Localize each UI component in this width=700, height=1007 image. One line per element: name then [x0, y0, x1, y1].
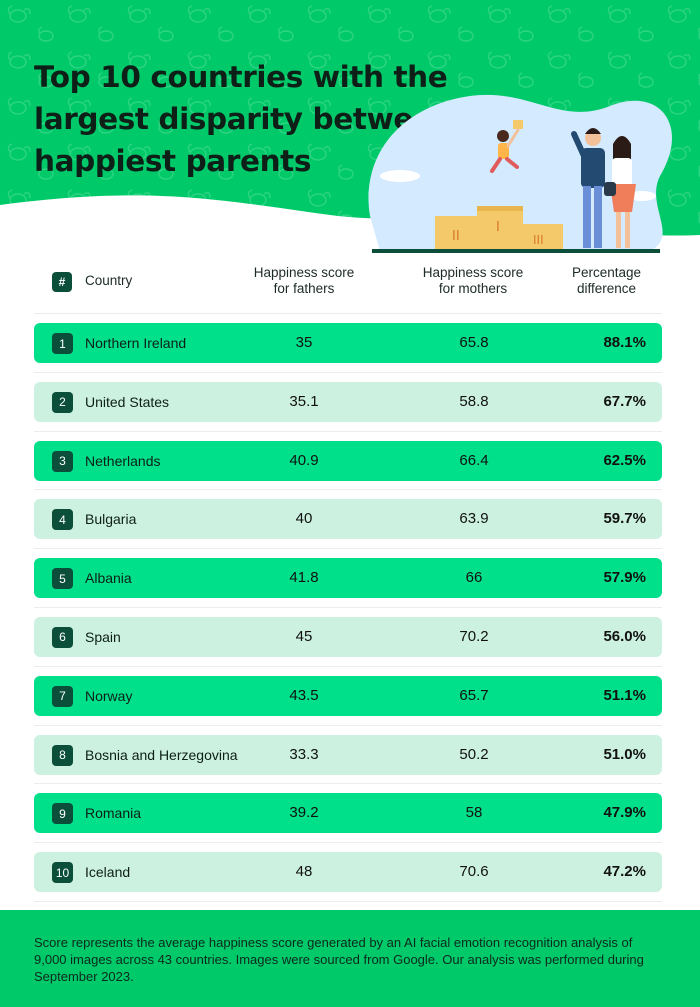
- rank-badge: 9: [52, 803, 73, 825]
- rank-badge: 2: [52, 391, 73, 413]
- percentage-difference: 51.0%: [603, 745, 646, 763]
- percentage-difference: 62.5%: [603, 451, 646, 469]
- rank-badge: 5: [52, 568, 73, 590]
- mothers-score: 65.7: [459, 686, 489, 704]
- mothers-score: 65.8: [459, 334, 489, 351]
- percentage-difference-header: Percentage difference: [571, 265, 642, 296]
- fathers-score: 35: [295, 334, 313, 351]
- table-row: 4 Bulgaria 40 63.9 59.7%: [34, 499, 662, 540]
- country-name: Bulgaria: [85, 511, 137, 528]
- percentage-difference: 47.9%: [603, 804, 646, 822]
- mothers-score: 66.4: [459, 451, 489, 469]
- table-row: 5 Albania 41.8 66 57.9%: [34, 558, 662, 599]
- fathers-score: 40.9: [289, 451, 319, 469]
- svg-text:II: II: [452, 229, 460, 244]
- rank-badge: 1: [52, 333, 73, 354]
- table-header: # Country Happiness score for fathers Ha…: [34, 258, 662, 308]
- methodology-note: Score represents the average happiness s…: [34, 935, 644, 984]
- mothers-score: 66: [465, 569, 483, 587]
- fathers-score: 43.5: [289, 686, 319, 704]
- table-row: 10 Iceland 48 70.6 47.2%: [34, 852, 662, 893]
- fathers-score-header: Happiness score for fathers: [253, 265, 355, 296]
- table-row: 7 Norway 43.5 65.7 51.1%: [34, 675, 662, 716]
- mothers-score: 70.2: [459, 627, 489, 645]
- rank-header-badge: #: [52, 272, 72, 292]
- fathers-score: 33.3: [289, 745, 319, 763]
- percentage-difference: 88.1%: [603, 334, 646, 351]
- footer: Score represents the average happiness s…: [0, 910, 700, 1007]
- mothers-score-header: Happiness score for mothers: [422, 265, 524, 296]
- table-row: 1 Northern Ireland 35 65.8 88.1%: [34, 323, 662, 363]
- fathers-score: 41.8: [289, 569, 319, 587]
- country-name: Albania: [85, 570, 132, 587]
- fathers-score: 35.1: [289, 392, 319, 410]
- page-title: Top 10 countries with the largest dispar…: [34, 60, 454, 178]
- country-name: Norway: [85, 687, 133, 704]
- percentage-difference: 51.1%: [603, 686, 646, 704]
- rank-badge: 10: [52, 862, 73, 884]
- fathers-score: 45: [295, 627, 313, 645]
- country-name: Northern Ireland: [85, 335, 187, 351]
- percentage-difference: 47.2%: [603, 863, 646, 881]
- country-name: United States: [85, 393, 170, 410]
- country-name: Spain: [85, 628, 121, 645]
- country-name: Bosnia and Herzegovina: [85, 746, 238, 763]
- rank-badge: 3: [52, 450, 73, 472]
- percentage-difference: 56.0%: [603, 627, 646, 645]
- country-header: Country: [85, 273, 133, 288]
- table-body: 1 Northern Ireland 35 65.8 88.1% 2 Unite…: [34, 313, 662, 902]
- mothers-score: 50.2: [459, 745, 489, 763]
- parents-podium-illustration: II I III: [368, 94, 672, 253]
- rank-badge: 7: [52, 685, 73, 707]
- rank-badge: 6: [52, 626, 73, 648]
- country-name: Iceland: [85, 864, 131, 881]
- table-row: 9 Romania 39.2 58 47.9%: [34, 793, 662, 834]
- mothers-score: 58.8: [459, 392, 489, 410]
- fathers-score: 40: [295, 510, 313, 528]
- rank-badge: 8: [52, 744, 73, 766]
- country-name: Netherlands: [85, 452, 161, 469]
- table-row: 8 Bosnia and Herzegovina 33.3 50.2 51.0%: [34, 734, 662, 775]
- rank-badge: 4: [52, 509, 73, 531]
- mothers-score: 70.6: [459, 863, 489, 881]
- fathers-score: 39.2: [289, 804, 319, 822]
- country-name: Romania: [85, 805, 142, 822]
- mothers-score: 63.9: [459, 510, 489, 528]
- table-row: 2 United States 35.1 58.8 67.7%: [34, 381, 662, 422]
- percentage-difference: 59.7%: [603, 510, 646, 528]
- svg-text:III: III: [533, 233, 544, 247]
- table-row: 6 Spain 45 70.2 56.0%: [34, 616, 662, 657]
- mothers-score: 58: [465, 804, 483, 822]
- svg-text:I: I: [496, 220, 500, 235]
- fathers-score: 48: [295, 863, 313, 881]
- percentage-difference: 67.7%: [603, 392, 646, 410]
- percentage-difference: 57.9%: [603, 569, 646, 587]
- table-row: 3 Netherlands 40.9 66.4 62.5%: [34, 440, 662, 481]
